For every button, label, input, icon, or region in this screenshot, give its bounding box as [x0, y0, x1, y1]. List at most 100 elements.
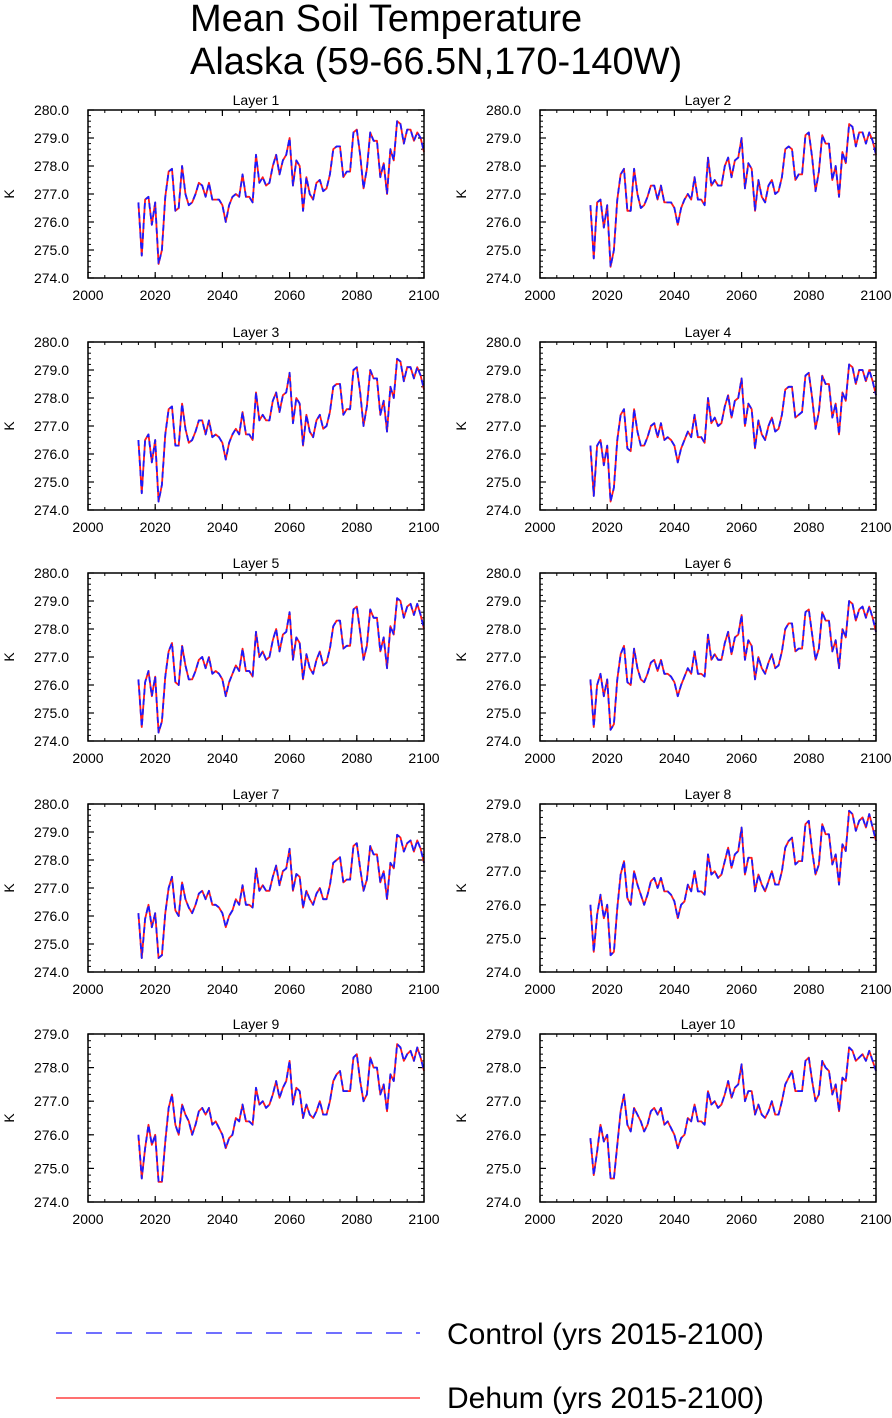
chart-panel-3: Layer 3 274.0 275.0 276.0 277.0 278.0 279.0 280…	[1, 324, 440, 535]
plot-frame	[87, 572, 425, 742]
y-axis-label: K	[1, 421, 17, 431]
x-tick-label: 2040	[207, 981, 238, 997]
y-tick-label: 277.0	[34, 418, 69, 434]
x-tick-label: 2040	[659, 750, 690, 766]
x-tick-label: 2100	[408, 519, 439, 535]
series-line-dehum	[589, 363, 877, 503]
y-tick-label: 274.0	[34, 733, 69, 749]
y-tick-label: 274.0	[486, 270, 521, 286]
y-tick-label: 275.0	[486, 930, 521, 946]
x-tick-label: 2060	[726, 981, 757, 997]
chart-panel-5: Layer 5 274.0 275.0 276.0 277.0 278.0 279.0 280…	[1, 555, 440, 766]
y-tick-label: 276.0	[34, 908, 69, 924]
x-tick-label: 2100	[408, 1211, 439, 1227]
series-line-control	[137, 833, 425, 959]
x-tick-label: 2060	[726, 1211, 757, 1227]
x-tick-label: 2080	[793, 287, 824, 303]
legend-dehum-label: Dehum (yrs 2015-2100)	[447, 1382, 764, 1415]
y-tick-label: 277.0	[34, 1093, 69, 1109]
y-tick-label: 274.0	[486, 502, 521, 518]
chart-panel-4: Layer 4 274.0 275.0 276.0 277.0 278.0 279.0 280…	[453, 324, 892, 535]
y-tick-label: 280.0	[486, 102, 521, 118]
x-tick-label: 2000	[524, 750, 555, 766]
y-tick-label: 277.0	[486, 863, 521, 879]
y-tick-label: 277.0	[486, 186, 521, 202]
x-tick-label: 2040	[659, 981, 690, 997]
y-tick-label: 279.0	[486, 796, 521, 812]
x-tick-label: 2000	[72, 1211, 103, 1227]
y-tick-label: 276.0	[34, 214, 69, 230]
y-tick-label: 275.0	[34, 242, 69, 258]
x-tick-label: 2100	[860, 981, 891, 997]
chart-panel-8: Layer 8 274.0 275.0 276.0 277.0 278.0 279.0 200…	[453, 786, 892, 997]
x-tick-label: 2040	[207, 1211, 238, 1227]
x-tick-label: 2020	[140, 750, 171, 766]
chart-panel-6: Layer 6 274.0 275.0 276.0 277.0 278.0 279.0 280…	[453, 555, 892, 766]
y-tick-label: 280.0	[34, 334, 69, 350]
panel-title: Layer 1	[233, 92, 280, 108]
series-line-dehum	[137, 357, 425, 503]
series-line-dehum	[137, 120, 425, 265]
legend: Control (yrs 2015-2100) Dehum (yrs 2015-…	[56, 1318, 764, 1415]
y-axis-label: K	[1, 1113, 17, 1123]
plot-frame	[539, 1033, 877, 1203]
y-tick-label: 276.0	[486, 677, 521, 693]
x-tick-label: 2060	[274, 1211, 305, 1227]
chart-panel-10: Layer 10 274.0 275.0 276.0 277.0 278.0 279.0 20…	[453, 1016, 892, 1227]
x-tick-label: 2040	[659, 1211, 690, 1227]
y-axis-label: K	[1, 883, 17, 893]
y-tick-label: 278.0	[34, 852, 69, 868]
y-tick-label: 279.0	[34, 593, 69, 609]
x-tick-label: 2000	[72, 519, 103, 535]
x-tick-label: 2080	[341, 287, 372, 303]
x-tick-label: 2000	[524, 287, 555, 303]
x-tick-label: 2100	[860, 1211, 891, 1227]
y-tick-label: 279.0	[486, 362, 521, 378]
x-tick-label: 2020	[592, 981, 623, 997]
x-tick-label: 2040	[207, 287, 238, 303]
y-tick-label: 279.0	[34, 824, 69, 840]
x-tick-label: 2060	[726, 519, 757, 535]
panel-title: Layer 6	[685, 555, 732, 571]
panel-title: Layer 5	[233, 555, 280, 571]
y-tick-label: 279.0	[34, 130, 69, 146]
x-tick-label: 2080	[341, 981, 372, 997]
panel-title: Layer 4	[685, 324, 732, 340]
series-line-control	[589, 363, 877, 503]
x-tick-label: 2000	[524, 981, 555, 997]
x-tick-label: 2080	[793, 519, 824, 535]
x-tick-label: 2020	[140, 287, 171, 303]
series-line-control	[589, 123, 877, 268]
y-tick-label: 278.0	[486, 621, 521, 637]
x-tick-label: 2060	[274, 519, 305, 535]
y-tick-label: 277.0	[486, 418, 521, 434]
y-tick-label: 276.0	[486, 1127, 521, 1143]
figure-title-line-1: Mean Soil Temperature	[190, 0, 582, 40]
x-tick-label: 2080	[341, 750, 372, 766]
x-tick-label: 2000	[72, 981, 103, 997]
y-tick-label: 274.0	[34, 964, 69, 980]
panel-title: Layer 9	[233, 1016, 280, 1032]
y-tick-label: 279.0	[486, 1026, 521, 1042]
x-tick-label: 2020	[140, 981, 171, 997]
x-tick-label: 2020	[592, 1211, 623, 1227]
x-tick-label: 2080	[793, 750, 824, 766]
chart-panel-9: Layer 9 274.0 275.0 276.0 277.0 278.0 279.0 200…	[1, 1016, 440, 1227]
y-tick-label: 276.0	[486, 446, 521, 462]
y-tick-label: 276.0	[34, 446, 69, 462]
chart-panel-2: Layer 2 274.0 275.0 276.0 277.0 278.0 279.0 280…	[453, 92, 892, 303]
plot-frame	[87, 109, 425, 279]
y-tick-label: 280.0	[486, 334, 521, 350]
y-tick-label: 279.0	[486, 130, 521, 146]
series-line-control	[589, 1046, 877, 1180]
x-tick-label: 2040	[659, 287, 690, 303]
panel-title: Layer 3	[233, 324, 280, 340]
x-tick-label: 2080	[793, 981, 824, 997]
y-tick-label: 278.0	[34, 1060, 69, 1076]
x-tick-label: 2060	[726, 287, 757, 303]
y-tick-label: 278.0	[34, 621, 69, 637]
x-tick-label: 2000	[72, 750, 103, 766]
chart-panel-1: Layer 1 274.0 275.0 276.0 277.0 278.0 279.0 280…	[1, 92, 440, 303]
x-tick-label: 2040	[207, 750, 238, 766]
x-tick-label: 2100	[860, 519, 891, 535]
